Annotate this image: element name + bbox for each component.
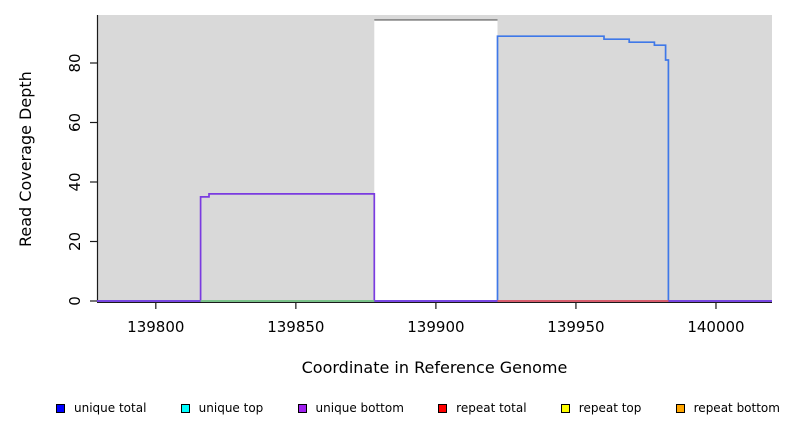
legend-item-repeat-total: repeat total — [438, 401, 527, 415]
legend-item-repeat-bottom: repeat bottom — [675, 401, 780, 415]
legend-label-unique-top: unique top — [198, 401, 264, 415]
y-tick-label: 20 — [66, 232, 84, 251]
legend-swatch-unique-total — [56, 403, 65, 413]
x-tick-label: 139850 — [267, 318, 324, 336]
gap-region — [374, 19, 498, 303]
legend-label-repeat-total: repeat total — [456, 401, 527, 415]
x-tick-label: 139900 — [407, 318, 464, 336]
legend-label-repeat-top: repeat top — [578, 401, 642, 415]
legend-label-repeat-bottom: repeat bottom — [693, 401, 780, 415]
legend-label-unique-bottom: unique bottom — [315, 401, 404, 415]
legend-label-unique-total: unique total — [74, 401, 147, 415]
y-tick-label: 60 — [66, 113, 84, 132]
legend-swatch-repeat-total — [438, 403, 448, 413]
series-unique-total — [97, 35, 772, 302]
legend-item-unique-total: unique total — [56, 401, 146, 415]
series-unique-bottom — [97, 193, 772, 302]
x-tick-label: 139950 — [547, 318, 604, 336]
y-tick-label: 40 — [66, 172, 84, 191]
coverage-chart: 139800 139850 139900 139950 140000 0 20 40 60 80 — [66, 15, 772, 336]
legend-swatch-repeat-top — [560, 403, 570, 413]
x-tick-label: 140000 — [687, 318, 744, 336]
legend-swatch-repeat-bottom — [675, 403, 685, 413]
chart-legend: unique total unique top unique bottom repea… — [0, 397, 792, 419]
legend-item-unique-bottom: unique bottom — [297, 401, 404, 415]
legend-swatch-unique-top — [180, 403, 190, 413]
x-tick-label: 139800 — [127, 318, 184, 336]
legend-item-unique-top: unique top — [180, 401, 264, 415]
y-axis-title: Read Coverage Depth — [16, 71, 35, 247]
y-tick-label: 80 — [66, 53, 84, 72]
y-tick-label: 0 — [66, 296, 84, 306]
legend-item-repeat-top: repeat top — [560, 401, 642, 415]
x-axis-title: Coordinate in Reference Genome — [301, 358, 568, 377]
legend-swatch-unique-bottom — [297, 403, 307, 413]
